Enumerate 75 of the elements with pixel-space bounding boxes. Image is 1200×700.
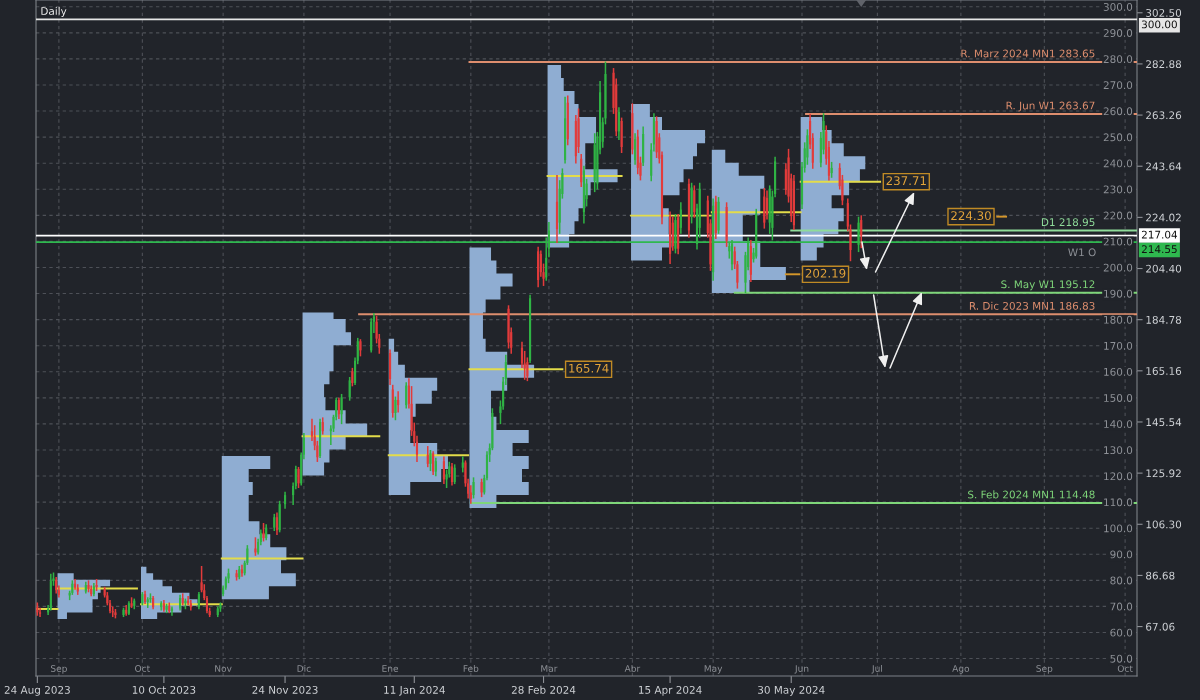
x2-tick-label: Oct [135, 665, 150, 672]
y2-tick-label: 70.0 [1110, 602, 1133, 611]
y2-tick-label: 150.0 [1104, 394, 1133, 402]
y2-tick-label: 220.0 [1103, 211, 1133, 220]
y2-tick-label: 270.0 [1103, 81, 1133, 90]
y-tick-label: 86.68 [1146, 571, 1175, 580]
x2-tick-label: Ago [952, 665, 970, 674]
text: Daily [41, 6, 67, 18]
y-tick-label: 165.16 [1146, 367, 1182, 375]
y2-tick-label: 290.0 [1103, 29, 1133, 37]
y-tick-label: 204.40 [1146, 264, 1182, 273]
x2-tick-label: Sep [50, 665, 67, 674]
x2-tick-label: Jun [794, 665, 809, 674]
y2-tick-label: 160.0 [1104, 367, 1133, 376]
x2-tick-label: Oct [1117, 665, 1133, 672]
x2-tick-label: Abr [624, 664, 641, 672]
series-label: S. May W1 195.12 [1001, 280, 1095, 291]
y2-tick-label: 180.0 [1104, 315, 1133, 324]
y-tick-label: 125.92 [1146, 469, 1181, 478]
x-tick-label: 28 Feb 2024 [511, 685, 576, 694]
series-label: D1 218.95 [1041, 218, 1095, 227]
y-tick-label: 243.64 [1146, 162, 1182, 171]
y2-tick-label: 260.0 [1103, 107, 1133, 116]
y2-tick-label: 80.0 [1110, 576, 1133, 585]
y-tick-label: 67.06 [1146, 622, 1175, 631]
annotation: 224.30 [951, 211, 991, 221]
y2-tick-label: 120.0 [1104, 472, 1133, 481]
y2-tick-label: 60.0 [1110, 628, 1133, 637]
y-tick-label: 282.88 [1146, 60, 1182, 69]
series-label: R. Dic 2023 MN1 186.83 [969, 301, 1095, 310]
y2-tick-label: 50.0 [1110, 654, 1133, 663]
x2-tick-label: Feb [463, 664, 479, 672]
x-tick-label: 30 May 2024 [758, 685, 825, 696]
y2-tick-label: 170.0 [1104, 341, 1133, 350]
y2-tick-label: 110.0 [1104, 498, 1133, 507]
x-tick-label: 11 Jan 2024 [384, 685, 445, 696]
annotation: W1 O [1068, 248, 1096, 257]
y2-tick-label: 300.0 [1103, 3, 1133, 11]
x2-tick-label: Mar [541, 665, 558, 672]
y2-tick-label: 230.0 [1103, 185, 1133, 194]
x2-tick-label: Jul [871, 664, 882, 674]
y2-tick-label: 200.0 [1103, 263, 1133, 272]
annotation: 202.19 [805, 268, 846, 278]
y2-tick-label: 130.0 [1104, 446, 1133, 455]
x2-tick-label: Ene [382, 665, 399, 672]
y2-tick-label: 280.0 [1103, 55, 1133, 64]
ref-line-label: 300.00 [1141, 20, 1177, 29]
y2-tick-label: 250.0 [1103, 133, 1133, 142]
ref-line-label: 214.55 [1141, 245, 1177, 254]
annotation: 237.71 [886, 176, 926, 186]
series-label: R. Jun W1 263.67 [1006, 101, 1095, 112]
series-label: S. Feb 2024 MN1 114.48 [968, 490, 1095, 499]
y2-tick-label: 190.0 [1104, 289, 1133, 298]
x2-tick-label: Nov [215, 665, 232, 672]
x2-tick-label: May [704, 665, 723, 674]
y2-tick-label: 210.0 [1103, 237, 1133, 246]
x2-tick-label: Dic [297, 664, 311, 672]
x-tick-label: 24 Aug 2023 [4, 685, 70, 696]
y2-tick-label: 100.0 [1104, 524, 1133, 533]
y-tick-label: 302.50 [1146, 9, 1182, 17]
y-tick-label: 224.02 [1146, 213, 1181, 222]
y-tick-label: 263.26 [1146, 111, 1182, 120]
x-tick-label: 10 Oct 2023 [132, 685, 196, 694]
y-tick-label: 184.78 [1146, 315, 1182, 324]
x2-tick-label: Sep [1036, 665, 1053, 674]
x-tick-label: 24 Nov 2023 [252, 685, 318, 694]
series-label: R. Marz 2024 MN1 283.65 [961, 49, 1095, 58]
y2-tick-label: 140.0 [1104, 420, 1133, 429]
x-tick-label: 15 Apr 2024 [639, 685, 702, 696]
y-tick-label: 145.54 [1146, 418, 1182, 427]
y-tick-label: 106.30 [1146, 520, 1182, 529]
y2-tick-label: 240.0 [1103, 159, 1133, 168]
annotation: 165.74 [569, 363, 609, 373]
y2-tick-label: 90.0 [1110, 550, 1133, 559]
ref-line-label: 217.04 [1141, 230, 1178, 239]
